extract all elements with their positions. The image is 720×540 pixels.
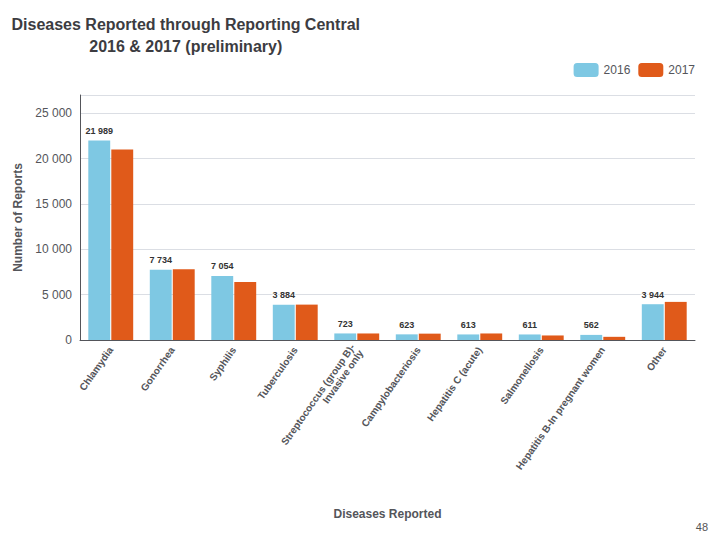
svg-text:7 734: 7 734 xyxy=(149,255,172,265)
svg-text:Chlamydia: Chlamydia xyxy=(77,344,115,392)
svg-text:21 989: 21 989 xyxy=(85,126,113,136)
svg-text:15 000: 15 000 xyxy=(35,197,72,211)
svg-text:Hepatitis B-In pregnant women: Hepatitis B-In pregnant women xyxy=(514,345,608,472)
svg-text:Hepatitis C (acute): Hepatitis C (acute) xyxy=(425,345,484,423)
svg-text:Diseases Reported through Repo: Diseases Reported through Reporting Cent… xyxy=(12,16,361,33)
svg-text:611: 611 xyxy=(522,320,537,330)
svg-text:Invasive only: Invasive only xyxy=(320,347,365,405)
svg-text:Streptococcus (group B)-: Streptococcus (group B)- xyxy=(279,342,357,447)
svg-text:Tuberculosis: Tuberculosis xyxy=(255,344,300,401)
svg-text:3 944: 3 944 xyxy=(641,290,664,300)
svg-text:48: 48 xyxy=(696,521,708,533)
svg-text:Salmonellosis: Salmonellosis xyxy=(498,344,546,406)
svg-text:Number of Reports: Number of Reports xyxy=(11,163,25,272)
svg-text:0: 0 xyxy=(65,333,72,347)
svg-text:10 000: 10 000 xyxy=(35,242,72,256)
svg-text:2017: 2017 xyxy=(668,63,695,77)
svg-text:7 054: 7 054 xyxy=(211,261,234,271)
svg-text:Gonorrhea: Gonorrhea xyxy=(138,344,177,393)
svg-text:20 000: 20 000 xyxy=(35,152,72,166)
svg-text:613: 613 xyxy=(461,320,476,330)
svg-text:25 000: 25 000 xyxy=(35,106,72,120)
svg-text:5 000: 5 000 xyxy=(42,288,72,302)
svg-text:2016 & 2017 (preliminary): 2016 & 2017 (preliminary) xyxy=(89,38,282,55)
svg-text:Diseases Reported: Diseases Reported xyxy=(333,507,441,521)
svg-text:Other: Other xyxy=(644,345,668,373)
svg-text:Syphilis: Syphilis xyxy=(207,344,238,382)
svg-text:562: 562 xyxy=(584,320,599,330)
svg-text:723: 723 xyxy=(338,319,353,329)
svg-text:Campylobacteriosis: Campylobacteriosis xyxy=(359,344,423,428)
svg-text:3 884: 3 884 xyxy=(272,290,295,300)
svg-text:2016: 2016 xyxy=(604,63,631,77)
svg-text:623: 623 xyxy=(399,320,414,330)
